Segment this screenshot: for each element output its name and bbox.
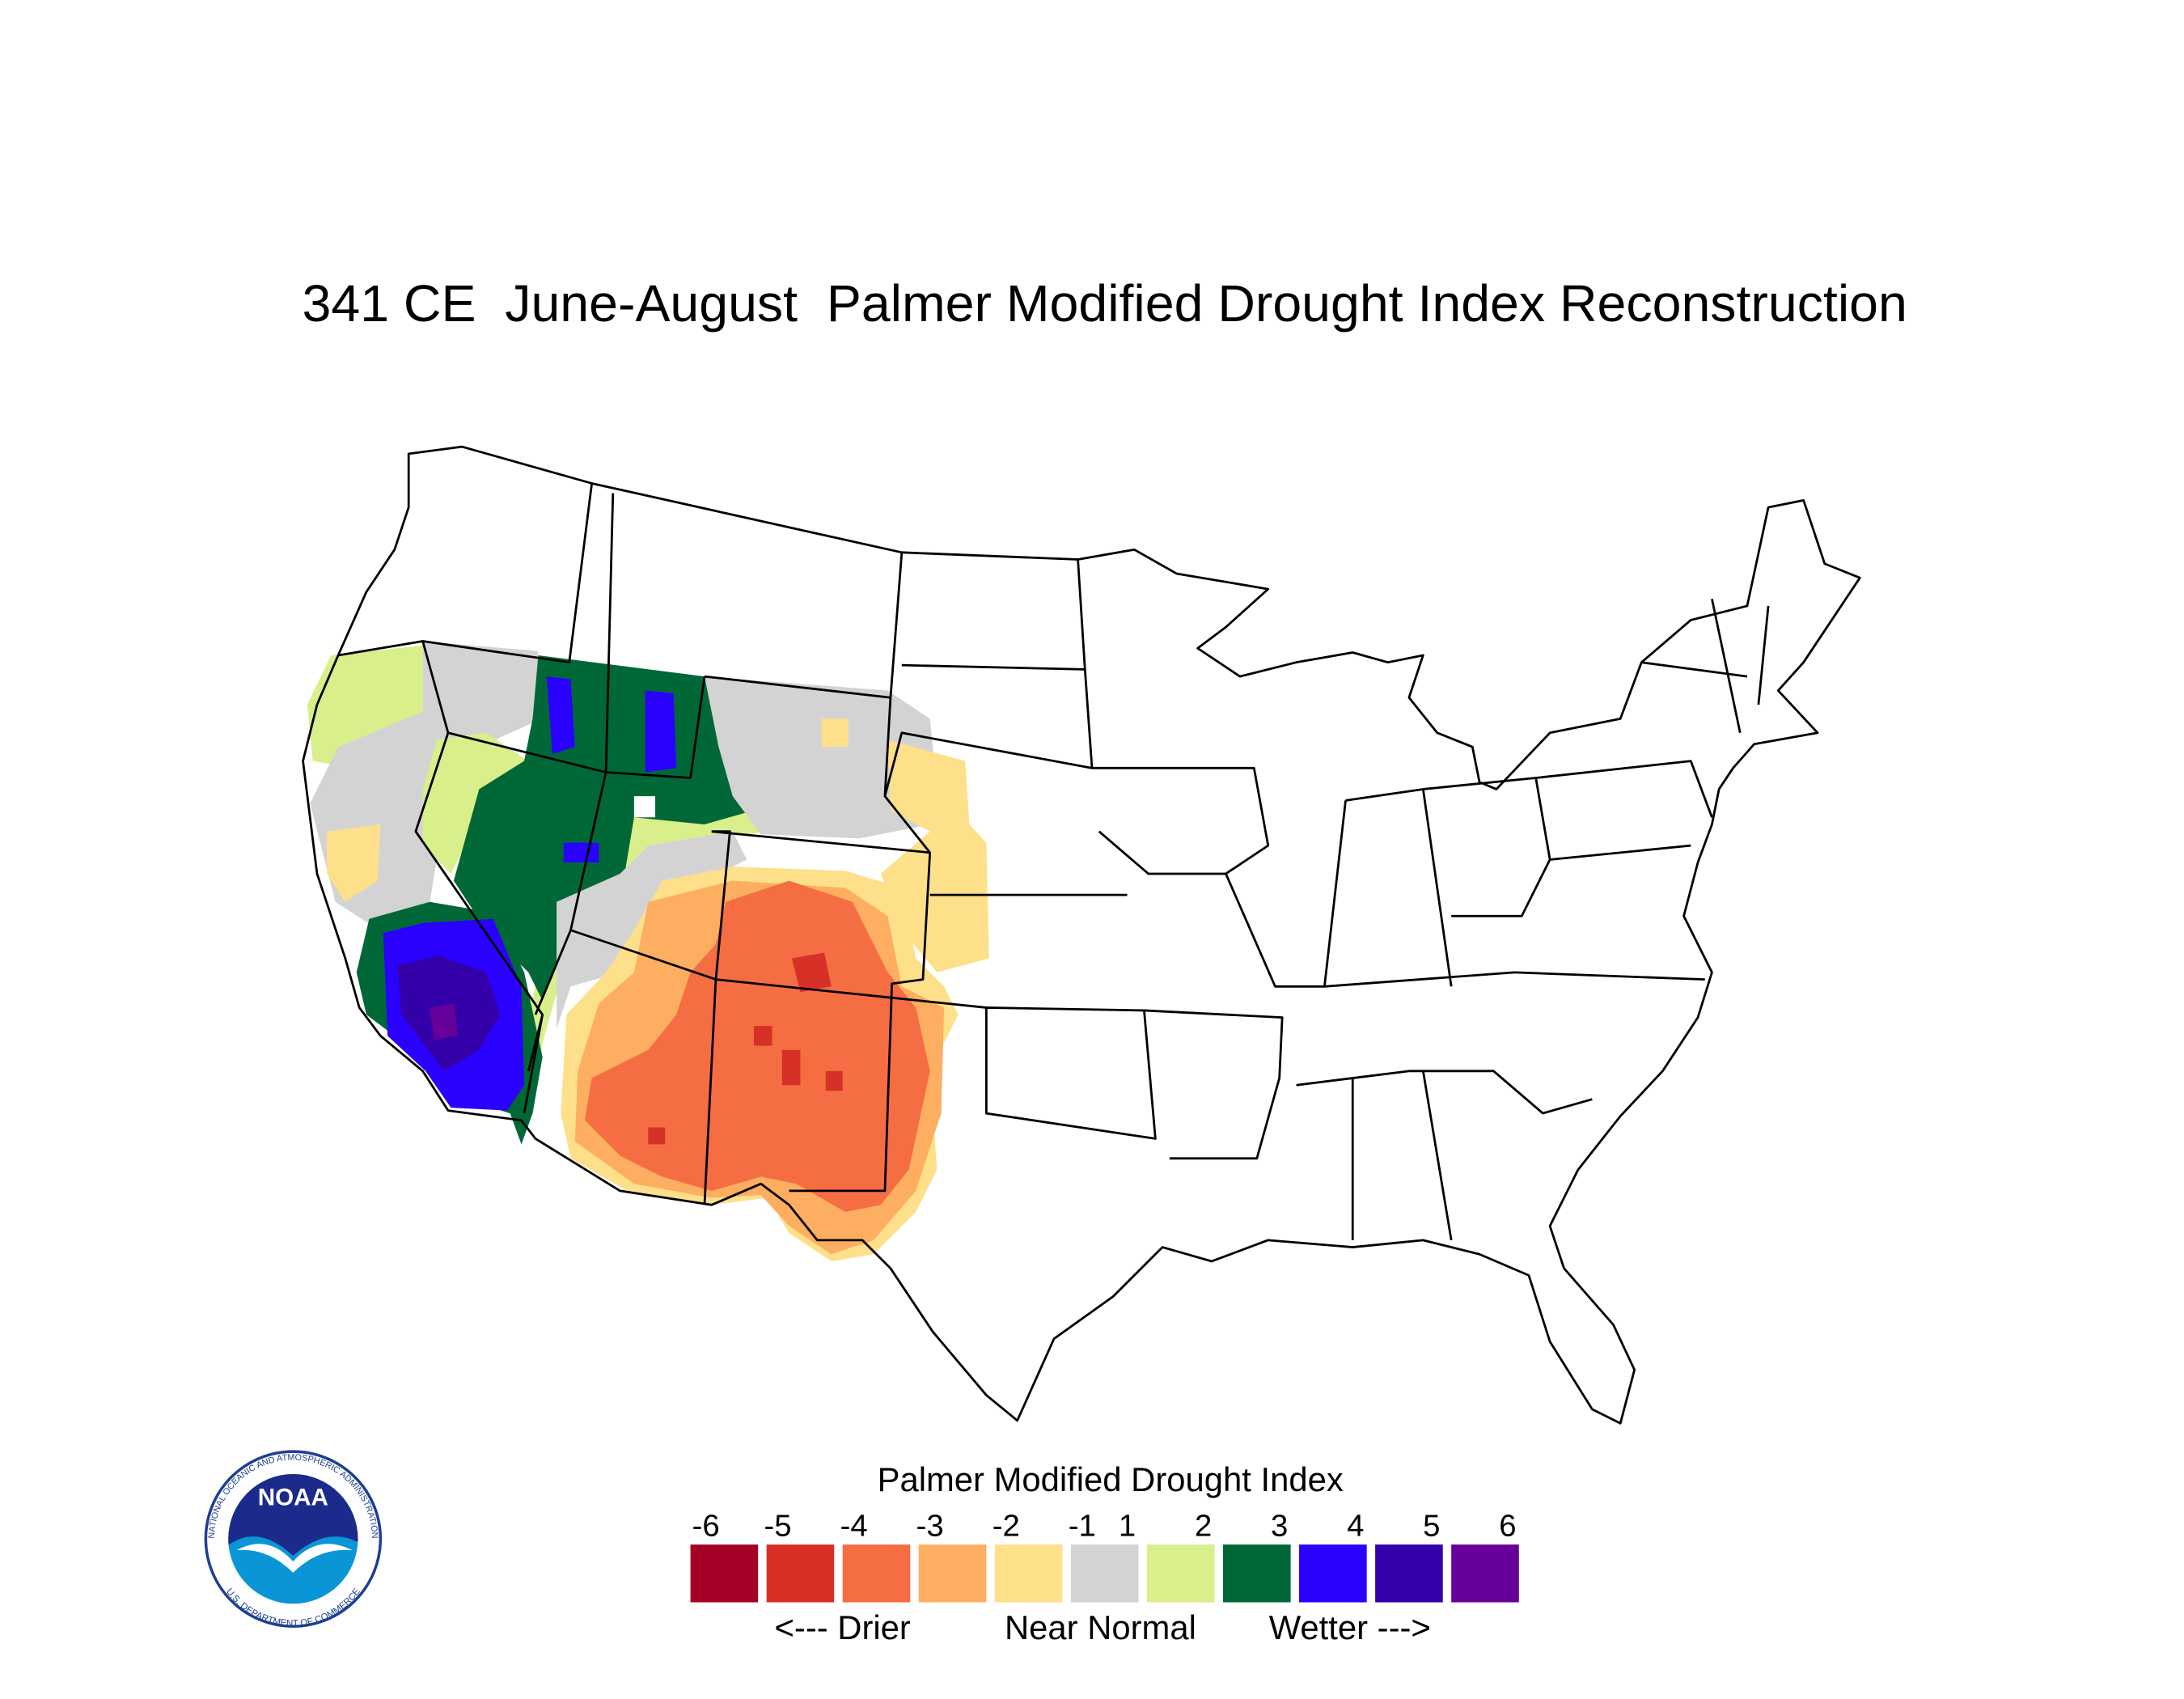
legend-tick-label: -5 [764,1509,792,1544]
legend-swatch [842,1544,911,1603]
region [880,739,989,972]
region [546,676,575,754]
legend-swatch [1146,1544,1215,1603]
legend-swatch [918,1544,987,1603]
us-outline [302,445,1861,1425]
legend-label: <--- Drier [775,1608,911,1646]
legend-tick-label: 3 [1271,1509,1288,1544]
map-title: 341 CE June-August Palmer Modified Droug… [303,274,1907,333]
legend-swatch [1375,1544,1443,1603]
legend-label: Near Normal [1005,1608,1196,1646]
legend-swatch [994,1544,1063,1603]
legend: Palmer Modified Drought Index <--- Drier… [690,1460,1519,1646]
region [430,1003,459,1040]
legend-tick-label: 2 [1195,1509,1212,1544]
noaa-logo: NOAA NATIONAL OCEANIC AND ATMOSPHERIC AD… [204,1450,383,1629]
legend-tick-label: 6 [1499,1509,1516,1544]
region [753,1026,772,1046]
legend-swatch [1070,1544,1139,1603]
legend-swatch [766,1544,835,1603]
region [821,718,849,748]
state-lines [337,483,1770,1241]
legend-swatch [690,1544,759,1603]
region [704,676,938,839]
logo-sky [228,1473,358,1557]
legend-tick-label: -2 [993,1509,1020,1544]
region [645,690,677,773]
us-map [302,445,1861,1425]
region [633,796,656,818]
logo-bird [236,1544,353,1573]
legend-tick-label: 5 [1423,1509,1440,1544]
legend-tick-label: 4 [1347,1509,1364,1544]
legend-label: Wetter ---> [1269,1608,1431,1646]
legend-tick-label: 1 [1119,1509,1136,1544]
region [563,842,599,863]
legend-tick-label: -3 [916,1509,944,1544]
legend-swatch [1222,1544,1291,1603]
legend-swatch [1451,1544,1519,1603]
region [453,655,754,1001]
region [648,1127,666,1145]
region [327,824,381,902]
legend-tick-label: -4 [840,1509,868,1544]
legend-swatch [1299,1544,1367,1603]
legend-tick-label: -1 [1069,1509,1096,1544]
logo-name: NOAA [258,1484,328,1510]
region [791,952,832,993]
legend-title: Palmer Modified Drought Index [878,1460,1344,1498]
region [781,1049,801,1086]
region [825,1070,843,1091]
legend-tick-label: -6 [692,1509,720,1544]
region [584,880,930,1213]
